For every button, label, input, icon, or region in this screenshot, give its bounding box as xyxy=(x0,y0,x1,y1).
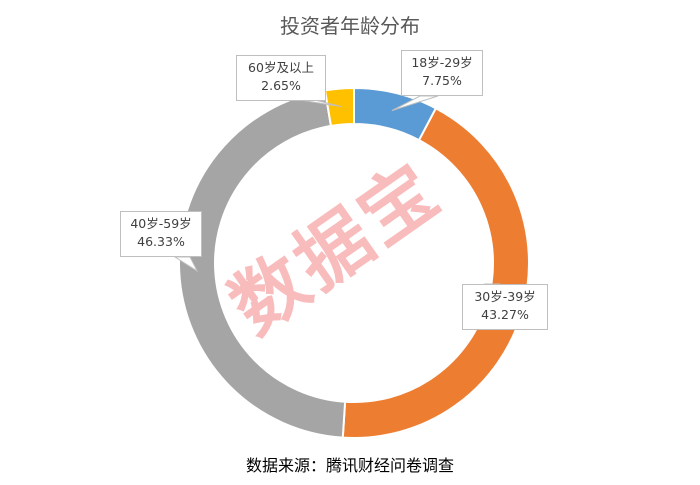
value-label: 43.27% xyxy=(481,307,529,322)
callout-pointer-0 xyxy=(391,95,439,112)
donut-slice-1 xyxy=(341,106,530,439)
category-label: 18岁-29岁 xyxy=(411,55,473,70)
callout-pointer-2 xyxy=(173,256,199,273)
data-label-60-plus: 60岁及以上 2.65% xyxy=(236,55,326,101)
value-label: 2.65% xyxy=(261,78,301,93)
category-label: 30岁-39岁 xyxy=(474,289,536,304)
category-label: 60岁及以上 xyxy=(248,60,314,75)
category-label: 40岁-59岁 xyxy=(130,216,192,231)
value-label: 7.75% xyxy=(422,73,462,88)
value-label: 46.33% xyxy=(137,234,185,249)
chart-title: 投资者年龄分布 xyxy=(280,14,420,38)
donut-slice-3 xyxy=(323,86,355,128)
data-source: 数据来源：腾讯财经问卷调查 xyxy=(245,456,454,475)
data-label-18-29: 18岁-29岁 7.75% xyxy=(401,50,483,96)
data-label-30-39: 30岁-39岁 43.27% xyxy=(462,284,548,330)
data-label-40-59: 40岁-59岁 46.33% xyxy=(120,211,202,257)
